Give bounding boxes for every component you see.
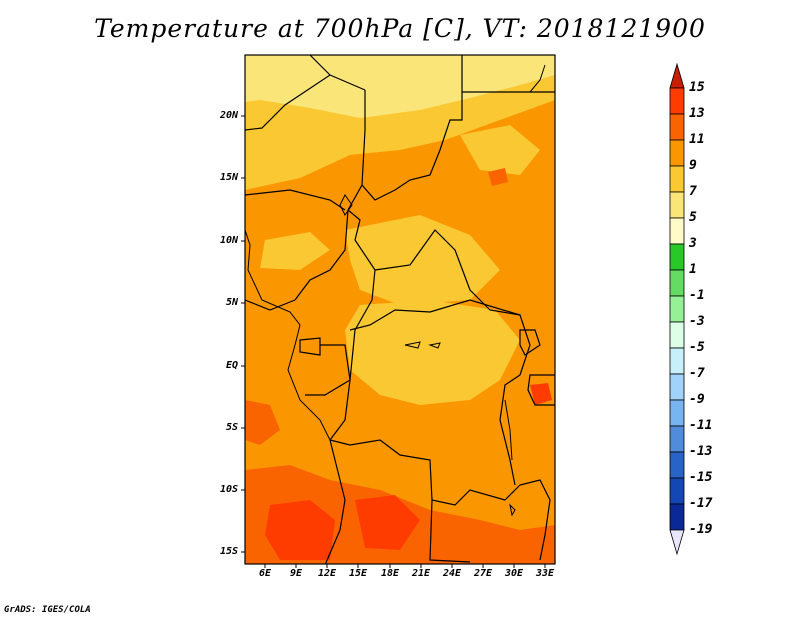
credit-text: GrADS: IGES/COLA (4, 605, 91, 615)
lon-label: 15E (348, 568, 368, 579)
map-frame (244, 54, 556, 565)
colorbar-label: -15 (689, 470, 713, 485)
lon-label: 24E (442, 568, 462, 579)
colorbar-arrow-top (669, 62, 685, 89)
map-title: Temperature at 700hPa [C], VT: 201812190… (94, 14, 706, 43)
colorbar-label: -7 (689, 366, 705, 381)
colorbar-label: 11 (689, 132, 705, 147)
lat-label: EQ (225, 360, 238, 371)
colorbar-swatch (669, 451, 685, 479)
colorbar-label: 3 (689, 236, 697, 251)
lat-label: 10N (219, 235, 238, 246)
colorbar-swatch (669, 295, 685, 323)
colorbar-swatch (669, 477, 685, 505)
colorbar-swatch (669, 347, 685, 375)
field-5-7 (245, 55, 555, 118)
colorbar-label: -19 (689, 522, 713, 537)
lat-label: 10S (219, 484, 238, 495)
colorbar-label: 5 (689, 210, 697, 225)
colorbar-label: -9 (689, 392, 705, 407)
coastlines (245, 64, 546, 517)
colorbar-label: -11 (689, 418, 713, 433)
colorbar (669, 62, 685, 556)
axis-ticks (241, 115, 546, 568)
lon-label: 12E (317, 568, 337, 579)
colorbar-label: -17 (689, 496, 713, 511)
colorbar-swatch (669, 113, 685, 141)
lat-label: 15N (219, 172, 238, 183)
colorbar-label: 13 (689, 106, 705, 121)
colorbar-swatch (669, 503, 685, 531)
colorbar-label: 1 (689, 262, 697, 277)
colorbar-swatch (669, 269, 685, 297)
colorbar-label: -13 (689, 444, 713, 459)
lat-label: 20N (219, 110, 238, 121)
colorbar-swatch (669, 399, 685, 427)
colorbar-swatch (669, 139, 685, 167)
field-7-9-patches (260, 125, 540, 405)
lat-label: 15S (219, 546, 238, 557)
lon-label: 18E (380, 568, 400, 579)
colorbar-swatch (669, 217, 685, 245)
colorbar-swatch (669, 425, 685, 453)
lon-label: 9E (289, 568, 303, 579)
colorbar-label: 9 (689, 158, 697, 173)
colorbar-swatch (669, 321, 685, 349)
lon-label: 27E (473, 568, 493, 579)
lat-label: 5S (225, 422, 238, 433)
lat-label: 5N (225, 297, 238, 308)
colorbar-swatch (669, 191, 685, 219)
colorbar-arrow-bottom (669, 529, 685, 556)
colorbar-label: -1 (689, 288, 705, 303)
field-13-15 (265, 383, 552, 560)
lon-label: 30E (504, 568, 524, 579)
colorbar-swatch (669, 373, 685, 401)
lon-label: 33E (535, 568, 555, 579)
colorbar-swatch (669, 87, 685, 115)
colorbar-swatch (669, 243, 685, 271)
lon-label: 21E (411, 568, 431, 579)
colorbar-swatch (669, 165, 685, 193)
colorbar-label: 7 (689, 184, 697, 199)
colorbar-label: -5 (689, 340, 705, 355)
lon-label: 6E (258, 568, 272, 579)
colorbar-label: -3 (689, 314, 705, 329)
colorbar-label: 15 (689, 80, 705, 95)
country-borders (245, 55, 555, 564)
